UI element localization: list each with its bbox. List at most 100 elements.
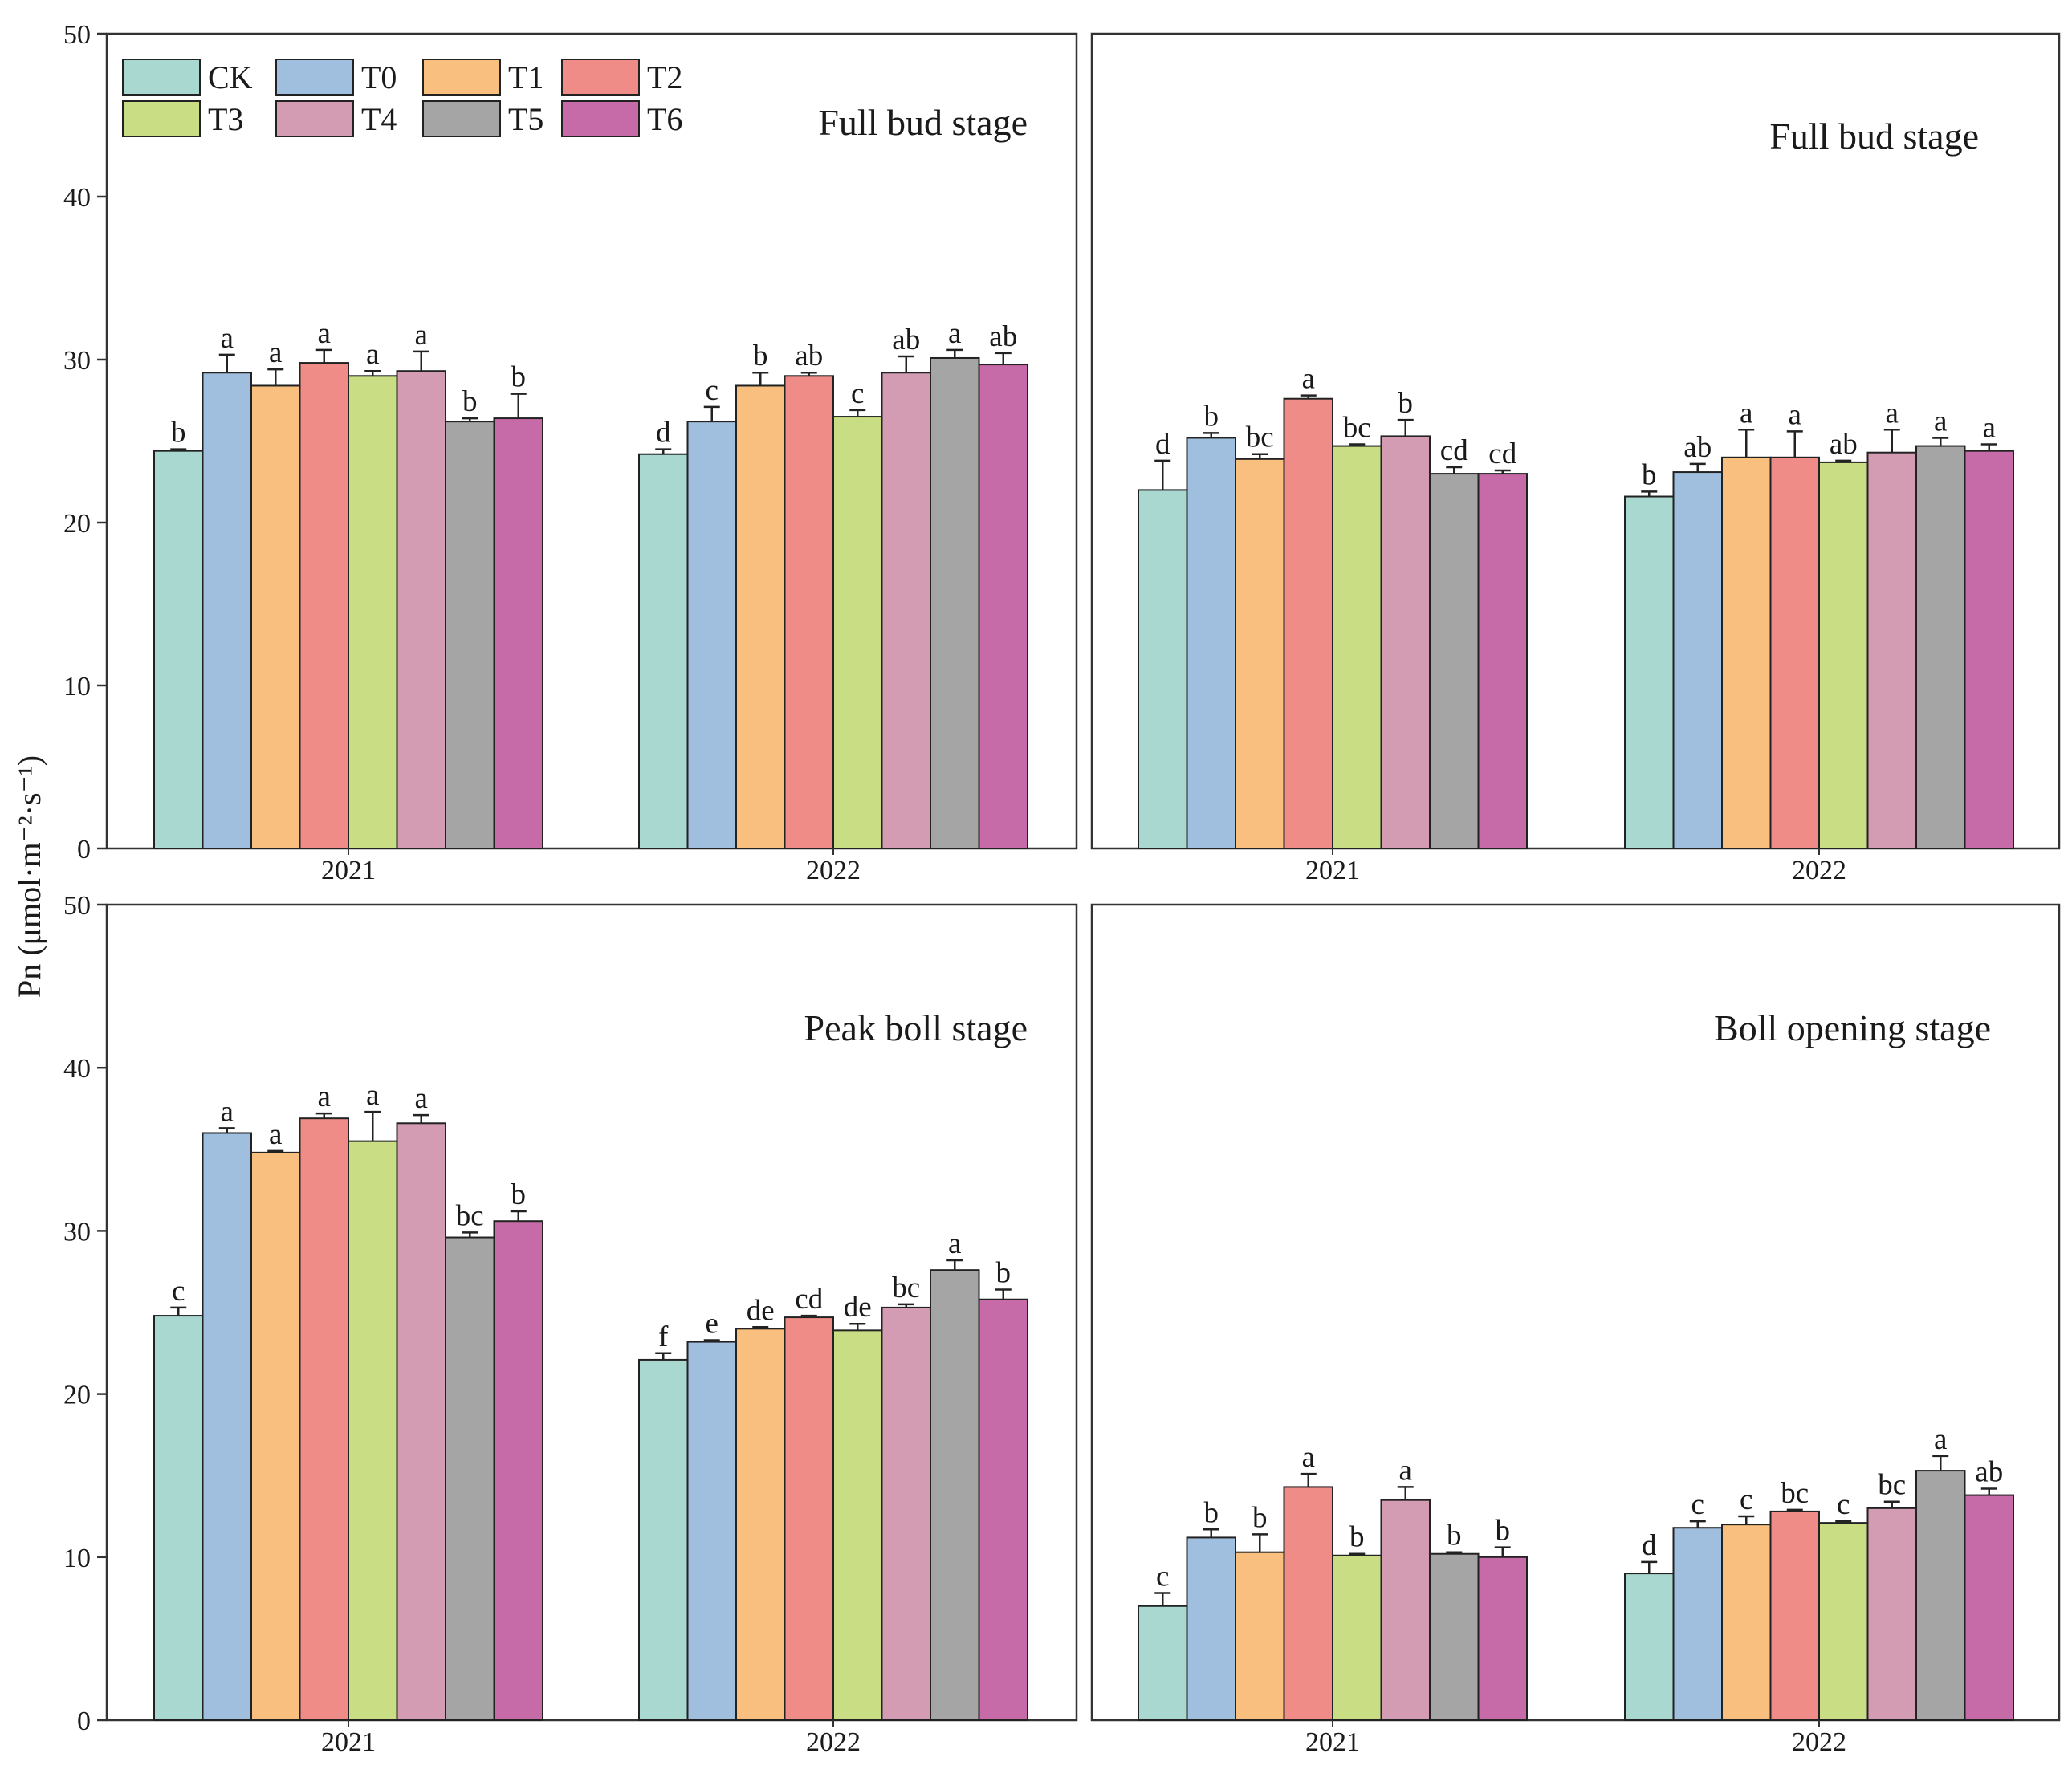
significance-label: b [1496, 1515, 1511, 1548]
bar [1235, 458, 1285, 850]
significance-label: c [706, 374, 718, 407]
y-tick-label: 20 [63, 509, 91, 539]
legend-swatch [422, 100, 501, 137]
y-tick-label: 40 [63, 1054, 91, 1084]
significance-label: c [1156, 1560, 1169, 1593]
significance-label: b [1642, 458, 1657, 491]
panel-frame [105, 903, 1078, 1722]
bar [396, 370, 446, 849]
significance-label: b [1447, 1520, 1462, 1552]
bar [1915, 445, 1966, 850]
y-tick-label: 20 [63, 1381, 91, 1410]
significance-label: a [948, 317, 961, 350]
significance-label: d [1642, 1529, 1657, 1562]
legend-label: T0 [361, 59, 397, 96]
significance-label: b [996, 1257, 1012, 1290]
bar [638, 1358, 689, 1721]
significance-label: ab [1683, 431, 1712, 464]
bar [1477, 473, 1528, 849]
bar [153, 450, 204, 849]
significance-label: a [1302, 363, 1315, 396]
bar [881, 1306, 931, 1722]
significance-label: b [511, 361, 527, 394]
legend-label: T6 [647, 101, 682, 137]
x-tick-label: 2022 [1792, 1727, 1846, 1757]
significance-label: ab [1830, 428, 1858, 461]
bar [493, 417, 543, 849]
significance-label: ab [892, 323, 920, 356]
x-tick-label: 2021 [321, 856, 376, 885]
significance-label: a [366, 1079, 379, 1112]
significance-label: de [844, 1291, 872, 1324]
significance-label: a [948, 1227, 961, 1260]
bar [1672, 471, 1723, 849]
bar [250, 384, 301, 850]
bar [638, 453, 689, 849]
x-tick-label: 2021 [1305, 856, 1360, 885]
bar [1477, 1556, 1528, 1722]
bar [1818, 1522, 1869, 1722]
bar [978, 1298, 1028, 1721]
significance-label: bc [1781, 1477, 1809, 1510]
significance-label: cd [1440, 434, 1468, 467]
bar [1915, 1470, 1966, 1721]
significance-label: b [753, 340, 768, 372]
significance-label: b [1398, 387, 1414, 420]
bar [445, 421, 495, 849]
significance-label: f [658, 1320, 669, 1353]
x-tick-label: 2021 [321, 1727, 376, 1757]
significance-label: a [318, 1080, 331, 1113]
significance-label: bc [1343, 412, 1371, 445]
significance-label: a [1886, 397, 1899, 429]
significance-label: bc [1878, 1469, 1906, 1502]
significance-label: a [1740, 397, 1752, 429]
significance-label: b [1204, 1496, 1219, 1529]
bar [1283, 1486, 1333, 1721]
significance-label: a [318, 317, 331, 350]
y-tick-label: 10 [63, 1544, 91, 1573]
bar [1186, 437, 1236, 849]
significance-label: c [1740, 1483, 1752, 1516]
bar [784, 1316, 834, 1721]
significance-label: a [366, 338, 379, 371]
bar [1964, 1494, 2014, 1721]
bar [1964, 450, 2014, 849]
bar [735, 1328, 786, 1721]
panel-title: Full bud stage [1769, 116, 1979, 157]
significance-label: c [1691, 1488, 1704, 1521]
bar [348, 1140, 398, 1721]
bar [1721, 1524, 1772, 1722]
bar [686, 421, 737, 849]
bar [832, 416, 883, 849]
bar [202, 1132, 252, 1721]
bar [396, 1122, 446, 1721]
bar [1769, 456, 1820, 849]
legend-label: T3 [208, 101, 243, 137]
significance-label: a [1934, 1423, 1947, 1456]
significance-label: bc [1246, 421, 1274, 454]
legend-swatch [275, 59, 354, 96]
bar [1624, 1573, 1675, 1721]
legend-label: T5 [508, 101, 543, 137]
panel-frame [105, 32, 1078, 850]
x-tick-label: 2021 [1305, 1727, 1360, 1757]
panel-title: Boll opening stage [1714, 1007, 1991, 1048]
legend-label: T4 [361, 101, 397, 137]
bar [299, 1117, 349, 1721]
significance-label: c [851, 377, 864, 410]
y-tick-label: 50 [63, 891, 91, 921]
legend-label: T2 [647, 59, 682, 96]
bar [1380, 1499, 1431, 1722]
panel-title: Peak boll stage [804, 1007, 1028, 1048]
significance-label: b [462, 385, 478, 418]
bar [978, 364, 1028, 849]
bar [930, 1269, 980, 1721]
significance-label: a [269, 1118, 282, 1151]
bar [930, 356, 980, 850]
bar [153, 1315, 204, 1721]
bar [445, 1236, 495, 1721]
panel-frame [1090, 903, 2061, 1722]
y-tick-label: 0 [77, 1707, 91, 1736]
significance-label: a [1302, 1441, 1315, 1474]
bar [299, 362, 349, 849]
